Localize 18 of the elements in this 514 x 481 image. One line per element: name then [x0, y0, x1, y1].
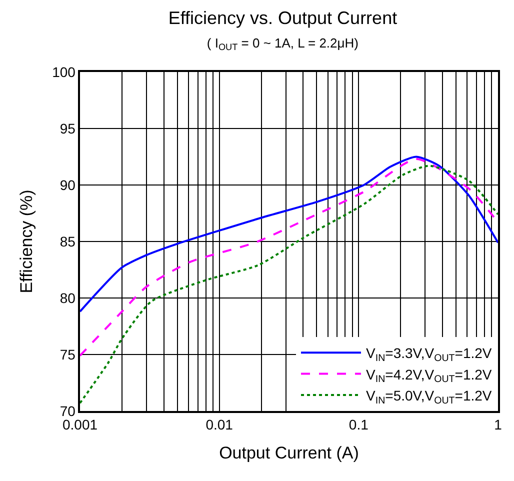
y-tick-label: 80 [60, 290, 76, 306]
legend-label: V$_{IN}$=4.2V,V$_{OUT}$=1.2V [366, 366, 492, 386]
x-tick-label: 0.1 [348, 416, 369, 433]
y-tick-label: 95 [60, 120, 76, 136]
x-tick-label: 0.001 [62, 416, 98, 433]
y-tick-label: 100 [52, 64, 76, 80]
x-tick-label: 0.01 [206, 416, 234, 433]
y-tick-label: 70 [60, 402, 76, 419]
y-tick-label: 90 [60, 176, 76, 193]
y-axis-title: Efficiency (%) [17, 190, 36, 294]
x-axis-title: Output Current (A) [219, 443, 359, 462]
x-tick-label: 1 [494, 416, 502, 433]
legend-label: V$_{IN}$=3.3V,V$_{OUT}$=1.2V [366, 345, 492, 364]
chart-title: Efficiency vs. Output Current [168, 8, 398, 28]
chart-subtitle: ( I$_{OUT}$ = 0 ~ 1A, L = 2.2μH) [206, 35, 358, 52]
y-tick-label: 75 [60, 346, 76, 362]
y-tick-label: 85 [60, 233, 76, 250]
legend-label: V$_{IN}$=5.0V,V$_{OUT}$=1.2V [366, 387, 492, 406]
